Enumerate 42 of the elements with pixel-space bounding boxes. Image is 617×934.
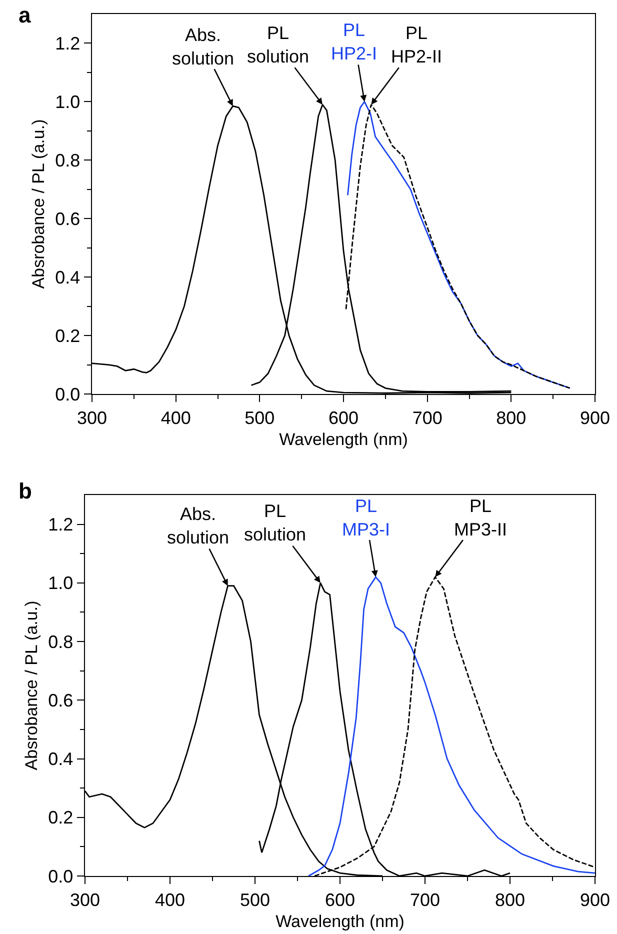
- x-tick-label: 900: [580, 408, 610, 428]
- y-tick-label: 1.0: [55, 92, 80, 112]
- y-tick-label: 1.0: [48, 573, 74, 594]
- text: PL solution: [247, 23, 310, 66]
- x-tick-label: 900: [580, 890, 610, 910]
- x-tick-label: 800: [496, 408, 526, 428]
- x-tick-label: 500: [240, 890, 270, 910]
- y-tick-label: 0.2: [55, 326, 80, 346]
- y-tick-label: 1.2: [55, 34, 80, 54]
- y-tick-label: 0.6: [48, 690, 74, 710]
- y-tick-label: 0.8: [48, 632, 74, 652]
- text: PL MP3-II: [454, 496, 508, 540]
- text: PL HP2-I: [331, 20, 378, 64]
- x-tick-label: 700: [410, 890, 440, 910]
- x-tick-label: 300: [76, 408, 108, 428]
- text: PL HP2-II: [391, 23, 442, 66]
- text: Abs. solution: [167, 504, 230, 548]
- x-axis-title: Wavelength (nm): [276, 912, 404, 932]
- text: Abs. solution: [172, 25, 234, 68]
- x-axis-title: Wavelength (nm): [279, 430, 408, 450]
- chart-title: b: [18, 478, 32, 504]
- y-tick-label: 0.4: [48, 749, 74, 770]
- x-tick-label: 500: [244, 408, 275, 428]
- y-tick-label: 0.8: [55, 150, 80, 170]
- text: PL solution: [244, 501, 306, 544]
- chart-title: a: [18, 2, 32, 28]
- x-tick-label: 700: [412, 408, 442, 428]
- y-tick-label: 0.6: [55, 208, 80, 229]
- y-tick-label: 0.2: [48, 808, 74, 828]
- x-tick-label: 600: [328, 408, 359, 428]
- y-tick-label: 0.0: [55, 384, 80, 404]
- x-tick-label: 800: [494, 890, 526, 910]
- y-tick-label: 0.0: [48, 866, 74, 886]
- y-axis-title: Absrobance / PL (a.u.): [22, 600, 41, 770]
- x-tick-label: 600: [324, 890, 356, 910]
- x-tick-label: 400: [154, 890, 186, 910]
- x-tick-label: 400: [160, 408, 191, 428]
- text: PL MP3-I: [342, 496, 390, 540]
- x-tick-label: 300: [70, 890, 100, 910]
- y-axis-title: Absrobance / PL (a.u.): [28, 119, 48, 289]
- y-tick-label: 0.4: [55, 267, 80, 288]
- y-tick-label: 1.2: [48, 514, 74, 535]
